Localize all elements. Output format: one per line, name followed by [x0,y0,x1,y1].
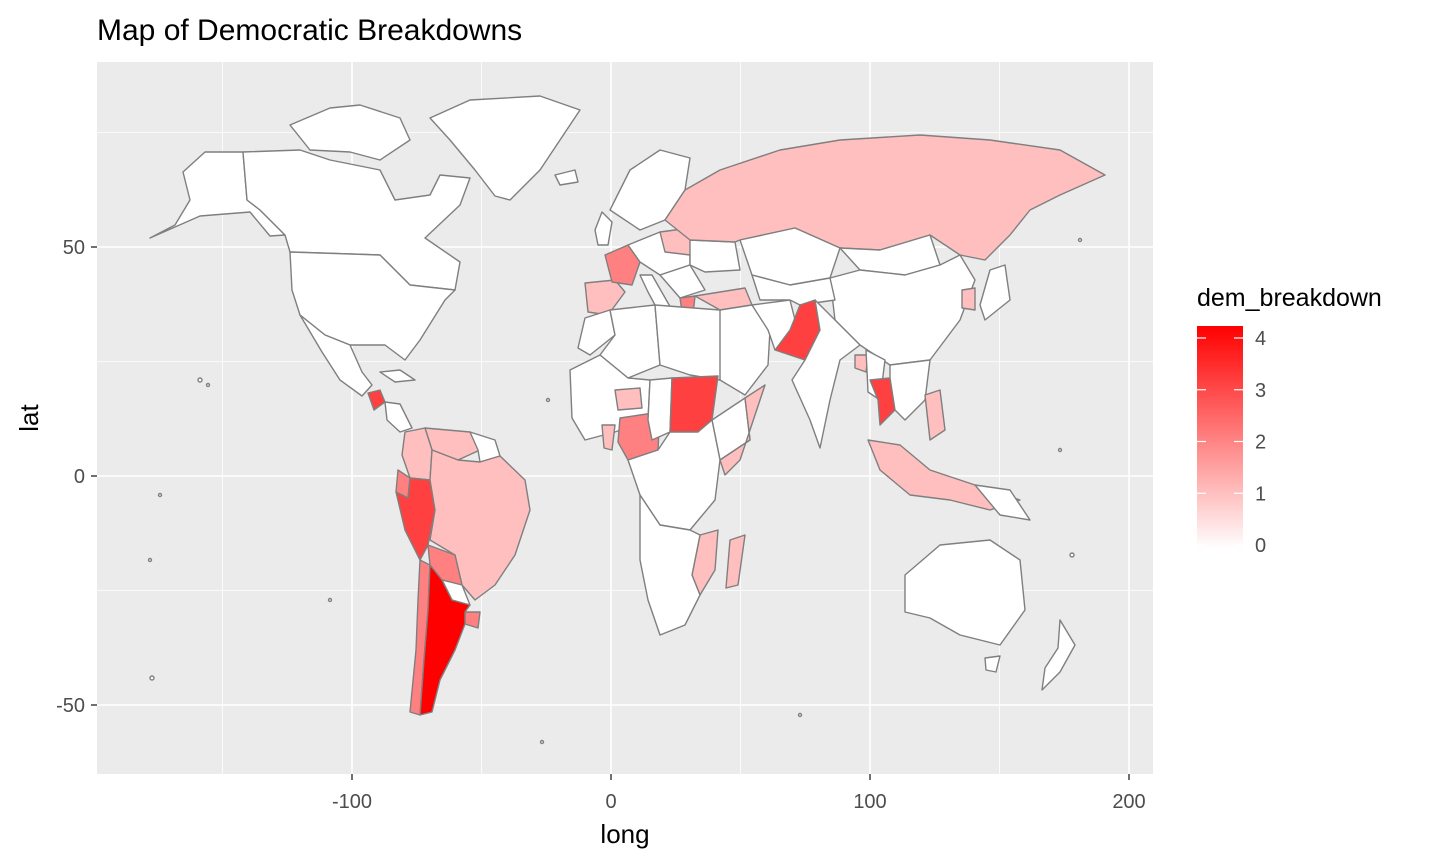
legend-ticks: 0 1 2 3 4 [1197,328,1266,557]
region-spain [584,279,626,316]
region-central-america [384,401,413,433]
region-scandinavia [609,149,691,231]
y-tick-label: -50 [56,695,85,717]
region-mexico [299,314,373,397]
region-southern-africa [639,494,701,636]
legend-colorbar [1197,326,1243,549]
region-canada [242,149,471,291]
region-thailand [869,377,896,426]
region-balkans [659,264,706,299]
region-australia [904,539,1026,646]
x-tick-label: 100 [853,791,886,813]
region-brazil [429,449,531,601]
world-map [149,95,1106,716]
legend: dem_breakdown 0 1 2 3 4 [1197,284,1382,557]
region-somalia [719,384,766,476]
region-ghana [601,424,616,451]
region-korea [961,287,976,311]
legend-tick-label: 2 [1255,432,1266,454]
legend-tick-label: 3 [1255,380,1266,402]
y-axis: -50 0 50 [56,237,97,717]
region-greenland [429,95,581,201]
x-axis-title: long [600,819,649,849]
region-india [791,299,861,449]
x-tick-label: -100 [332,791,372,813]
y-tick-label: 0 [74,466,85,488]
legend-tick-label: 1 [1255,483,1266,505]
region-morocco [577,309,616,356]
region-madagascar [725,534,746,589]
region-arctic-islands [289,104,411,161]
region-ukraine [689,239,741,273]
region-uk [594,211,613,246]
region-chad [647,377,673,441]
y-axis-title: lat [14,403,44,431]
region-philippines [924,389,946,441]
region-russia [664,134,1106,261]
region-bangladesh [854,354,869,373]
small-islands [147,237,1083,745]
region-iceland [554,169,579,186]
region-new-zealand [1041,619,1076,691]
legend-title: dem_breakdown [1197,284,1382,312]
y-tick-label: 50 [63,237,85,259]
region-indochina [889,359,931,421]
region-japan [979,264,1011,321]
x-axis: -100 0 100 200 [332,774,1146,813]
region-burkina-faso [614,387,643,411]
region-cuba [379,369,416,383]
region-argentina [419,564,471,716]
region-new-guinea [974,484,1031,521]
x-tick-label: 0 [605,791,616,813]
region-tasmania [984,655,1001,673]
legend-tick-label: 0 [1255,535,1266,557]
legend-tick-label: 4 [1255,328,1266,350]
chart-title: Map of Democratic Breakdowns [97,14,522,47]
region-france [604,244,641,286]
x-tick-label: 200 [1112,791,1145,813]
